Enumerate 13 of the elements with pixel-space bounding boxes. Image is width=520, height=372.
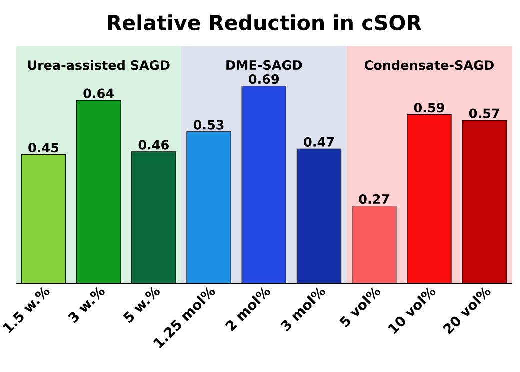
data-label: 0.45 xyxy=(28,143,59,153)
data-label: 0.47 xyxy=(304,137,334,147)
data-label: 0.53 xyxy=(194,120,224,130)
data-label: 0.46 xyxy=(138,140,169,150)
chart-title: Relative Reduction in cSOR xyxy=(108,14,422,31)
data-label: 0.69 xyxy=(249,74,280,84)
band-label: Condensate-SAGD xyxy=(364,60,494,70)
data-label: 0.57 xyxy=(469,108,500,118)
data-label: 0.27 xyxy=(359,194,390,204)
data-label: 0.64 xyxy=(84,88,114,98)
band-label: DME-SAGD xyxy=(226,60,302,70)
data-label: 0.59 xyxy=(414,103,444,113)
band-label: Urea-assisted SAGD xyxy=(28,60,170,70)
